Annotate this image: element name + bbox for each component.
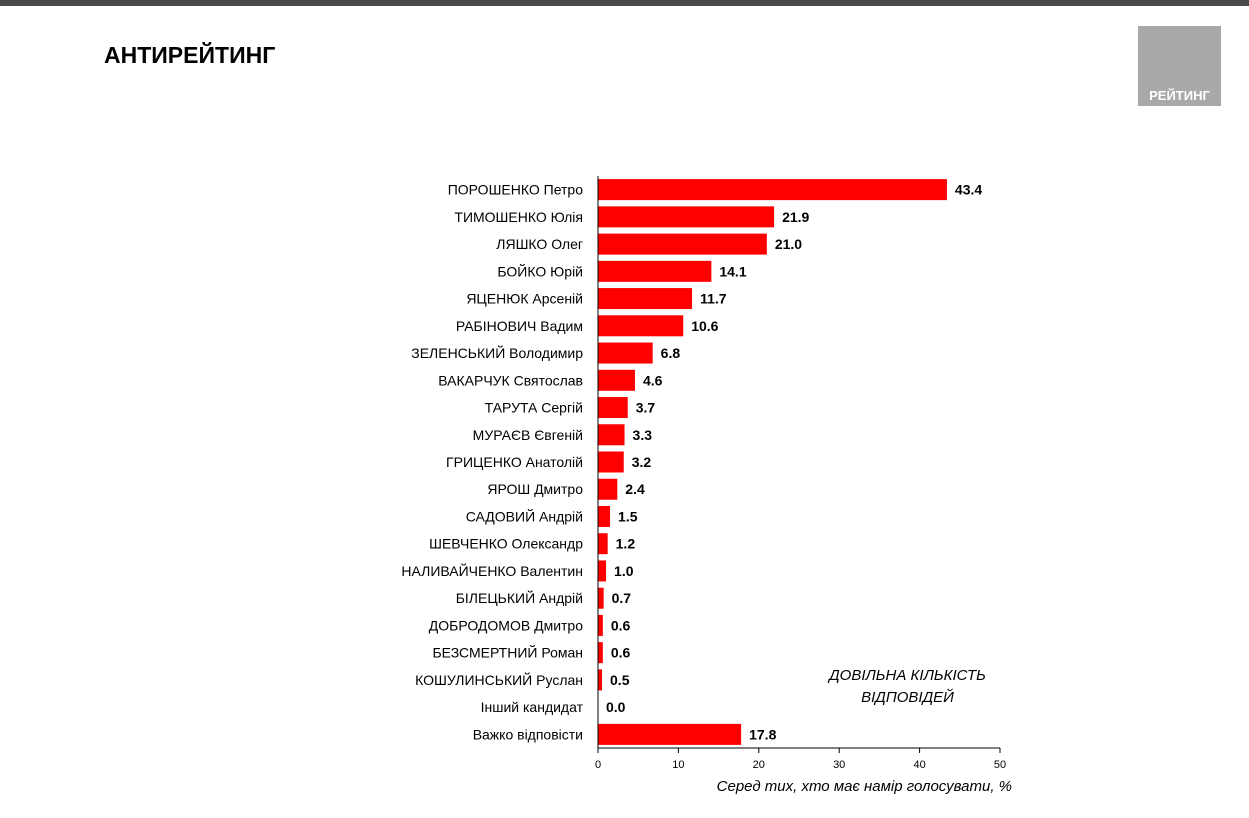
value-label: 43.4 (955, 182, 982, 198)
value-label: 1.2 (616, 536, 636, 552)
rating-logo: РЕЙТИНГ (1138, 26, 1221, 106)
value-label: 11.7 (700, 291, 727, 307)
category-label: ПОРОШЕНКО Петро (448, 182, 584, 198)
x-tick-label: 0 (595, 759, 601, 771)
x-tick-label: 40 (913, 759, 925, 771)
bar (598, 397, 628, 419)
value-label: 0.6 (611, 617, 631, 633)
bar (598, 533, 608, 555)
x-axis-caption: Серед тих, хто має намір голосувати, % (716, 778, 1012, 795)
category-label: ДОБРОДОМОВ Дмитро (429, 617, 583, 633)
category-label: САДОВИЙ Андрій (466, 507, 583, 524)
category-label: БОЙКО Юрій (497, 262, 583, 279)
category-label: ГРИЦЕНКО Анатолій (446, 454, 583, 470)
chart-annotation: ДОВІЛЬНА КІЛЬКІСТЬ ВІДПОВІДЕЙ (829, 667, 986, 706)
bar (598, 206, 775, 228)
bar (598, 669, 603, 691)
category-label: ТИМОШЕНКО Юлія (454, 209, 583, 225)
bar (598, 642, 603, 664)
category-label: ЗЕЛЕНСЬКИЙ Володимир (411, 344, 583, 361)
value-label: 3.3 (633, 427, 653, 443)
bar (598, 342, 653, 364)
bar (598, 614, 603, 636)
category-label: Інший кандидат (481, 699, 584, 715)
bar (598, 260, 712, 282)
value-label: 17.8 (749, 726, 776, 742)
bar (598, 723, 742, 745)
value-label: 0.7 (612, 590, 632, 606)
category-label: ЛЯШКО Олег (496, 236, 583, 252)
bar (598, 451, 624, 473)
bar (598, 288, 693, 310)
category-label: ЯРОШ Дмитро (487, 481, 583, 497)
value-label: 14.1 (719, 263, 746, 279)
category-label: БЕЗСМЕРТНИЙ Роман (432, 644, 583, 661)
slide-title: АНТИРЕЙТИНГ (104, 42, 276, 68)
logo-text: РЕЙТИНГ (1149, 88, 1210, 103)
category-label: НАЛИВАЙЧЕНКО Валентин (401, 562, 583, 579)
category-label: РАБІНОВИЧ Вадим (456, 318, 583, 334)
value-label: 21.0 (775, 236, 802, 252)
value-label: 10.6 (691, 318, 718, 334)
value-label: 1.0 (614, 563, 634, 579)
category-label: БІЛЕЦЬКИЙ Андрій (456, 589, 583, 606)
value-label: 3.7 (636, 400, 656, 416)
value-label: 1.5 (618, 508, 638, 524)
category-label: ВАКАРЧУК Святослав (438, 372, 583, 388)
x-tick-label: 30 (833, 759, 845, 771)
category-label: МУРАЄВ Євгеній (473, 427, 583, 443)
bar (598, 369, 635, 391)
bar (598, 233, 767, 255)
category-label: ЯЦЕНЮК Арсеній (466, 291, 583, 307)
category-label: Важко відповісти (473, 726, 583, 742)
category-label: ШЕВЧЕНКО Олександр (429, 536, 583, 552)
value-label: 4.6 (643, 372, 663, 388)
value-label: 6.8 (661, 345, 681, 361)
value-label: 0.6 (611, 645, 631, 661)
x-tick-label: 20 (753, 759, 765, 771)
value-label: 0.0 (606, 699, 626, 715)
value-label: 21.9 (782, 209, 809, 225)
value-label: 0.5 (610, 672, 630, 688)
bar (598, 424, 625, 446)
value-label: 3.2 (632, 454, 652, 470)
bar (598, 560, 607, 582)
category-label: ТАРУТА Сергій (485, 400, 583, 416)
top-bar (0, 0, 1249, 6)
x-tick-label: 10 (672, 759, 684, 771)
x-tick-label: 50 (994, 759, 1006, 771)
category-label: КОШУЛИНСЬКИЙ Руслан (415, 671, 583, 688)
bar (598, 505, 611, 527)
bar (598, 315, 684, 337)
value-label: 2.4 (625, 481, 645, 497)
bar (598, 478, 618, 500)
bar (598, 587, 604, 609)
bar (598, 179, 947, 201)
